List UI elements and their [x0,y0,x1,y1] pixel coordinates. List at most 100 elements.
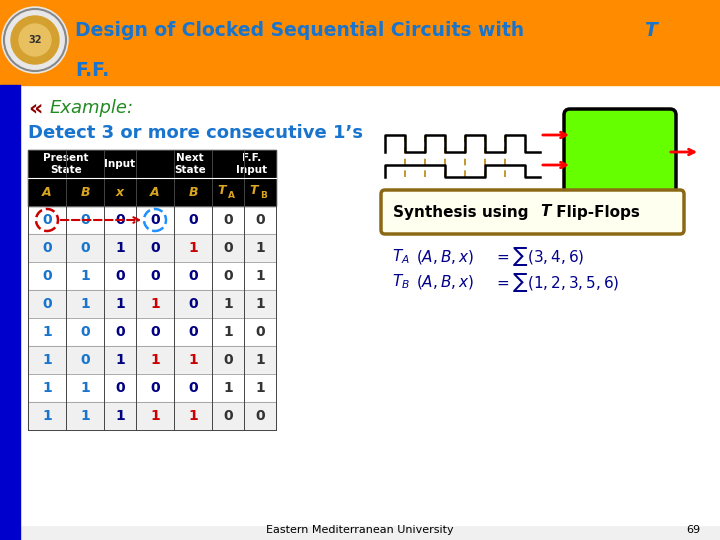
Text: 0: 0 [188,213,198,227]
Text: 1: 1 [42,409,52,423]
Text: 0: 0 [223,409,233,423]
Text: 1: 1 [150,297,160,311]
Bar [28,290,276,318]
Text: 0: 0 [255,409,265,423]
Text: 0: 0 [150,325,160,339]
Text: 1: 1 [42,381,52,395]
Bar [28,318,276,346]
Text: F.F.
Input: F.F. Input [236,153,268,175]
Text: B: B [260,191,267,199]
Circle shape [2,7,68,73]
Text: 1: 1 [255,381,265,395]
Text: 1: 1 [42,325,52,339]
Circle shape [19,24,51,56]
Text: $(A, B, x)$: $(A, B, x)$ [416,273,474,291]
Text: 1: 1 [115,241,125,255]
Text: T: T [250,185,258,198]
Text: 0: 0 [188,325,198,339]
Bar [0,0,720,85]
Text: 0: 0 [150,213,160,227]
Text: 1: 1 [255,269,265,283]
FancyBboxPatch shape [381,190,684,234]
Text: 1: 1 [188,241,198,255]
Bar [28,374,276,402]
Text: 0: 0 [255,213,265,227]
Bar [28,402,276,430]
Text: 0: 0 [255,325,265,339]
Text: A: A [228,191,235,199]
Text: $T_A$: $T_A$ [392,248,410,266]
Text: 0: 0 [80,325,90,339]
Text: 1: 1 [80,381,90,395]
Text: $(A, B, x)$: $(A, B, x)$ [416,248,474,266]
Text: x: x [116,186,124,199]
Text: 1: 1 [80,409,90,423]
Text: 1: 1 [115,297,125,311]
Text: 1: 1 [188,353,198,367]
Text: 0: 0 [115,269,125,283]
Text: 0: 0 [223,213,233,227]
Text: Detect 3 or more consecutive 1’s: Detect 3 or more consecutive 1’s [28,124,363,142]
Text: 0: 0 [42,297,52,311]
Text: Next
State: Next State [174,153,206,175]
Text: 0: 0 [150,269,160,283]
Text: 0: 0 [223,241,233,255]
Text: 1: 1 [223,297,233,311]
Text: $= \sum (1, 2, 3, 5, 6)$: $= \sum (1, 2, 3, 5, 6)$ [494,271,620,294]
Text: 1: 1 [115,409,125,423]
Text: $T_B$: $T_B$ [392,273,410,292]
Bar [28,206,276,234]
Text: 0: 0 [80,241,90,255]
Bar [28,346,276,374]
Text: Eastern Mediterranean University: Eastern Mediterranean University [266,525,454,535]
Text: $= \sum (3, 4, 6)$: $= \sum (3, 4, 6)$ [494,246,585,268]
Circle shape [11,16,59,64]
Text: Synthesis using: Synthesis using [393,205,534,219]
Text: 0: 0 [115,213,125,227]
Text: Present
State: Present State [43,153,89,175]
Text: 1: 1 [255,297,265,311]
Text: 0: 0 [150,381,160,395]
Text: 0: 0 [150,241,160,255]
Text: A: A [150,186,160,199]
Text: 1: 1 [255,353,265,367]
Text: 0: 0 [115,325,125,339]
Text: 32: 32 [28,35,42,45]
Text: 0: 0 [223,269,233,283]
Text: 0: 0 [115,381,125,395]
Text: 0: 0 [80,213,90,227]
Text: 0: 0 [188,269,198,283]
FancyBboxPatch shape [564,109,676,196]
Text: B: B [188,186,198,199]
Text: A: A [42,186,52,199]
Text: B: B [80,186,90,199]
Text: «: « [28,98,42,118]
Text: 1: 1 [188,409,198,423]
Text: 1: 1 [80,297,90,311]
Text: 0: 0 [80,353,90,367]
Text: 1: 1 [223,381,233,395]
Text: 69: 69 [686,525,700,535]
Text: T: T [540,205,550,219]
Text: T: T [644,21,657,39]
Bar [0,85,20,540]
Text: 0: 0 [42,213,52,227]
Text: T: T [217,185,226,198]
Bar [28,150,276,206]
Bar [20,85,720,525]
Text: 0: 0 [42,269,52,283]
Text: Input: Input [104,159,135,169]
Text: F.F.: F.F. [75,60,109,79]
Text: Flip-Flops: Flip-Flops [551,205,640,219]
Text: 0: 0 [188,297,198,311]
Text: 1: 1 [42,353,52,367]
Text: 1: 1 [80,269,90,283]
Text: 1: 1 [255,241,265,255]
Bar [28,234,276,262]
Text: 1: 1 [150,409,160,423]
Text: 1: 1 [223,325,233,339]
Text: 0: 0 [223,353,233,367]
Text: 1: 1 [150,353,160,367]
Text: 0: 0 [42,241,52,255]
Text: 0: 0 [188,381,198,395]
